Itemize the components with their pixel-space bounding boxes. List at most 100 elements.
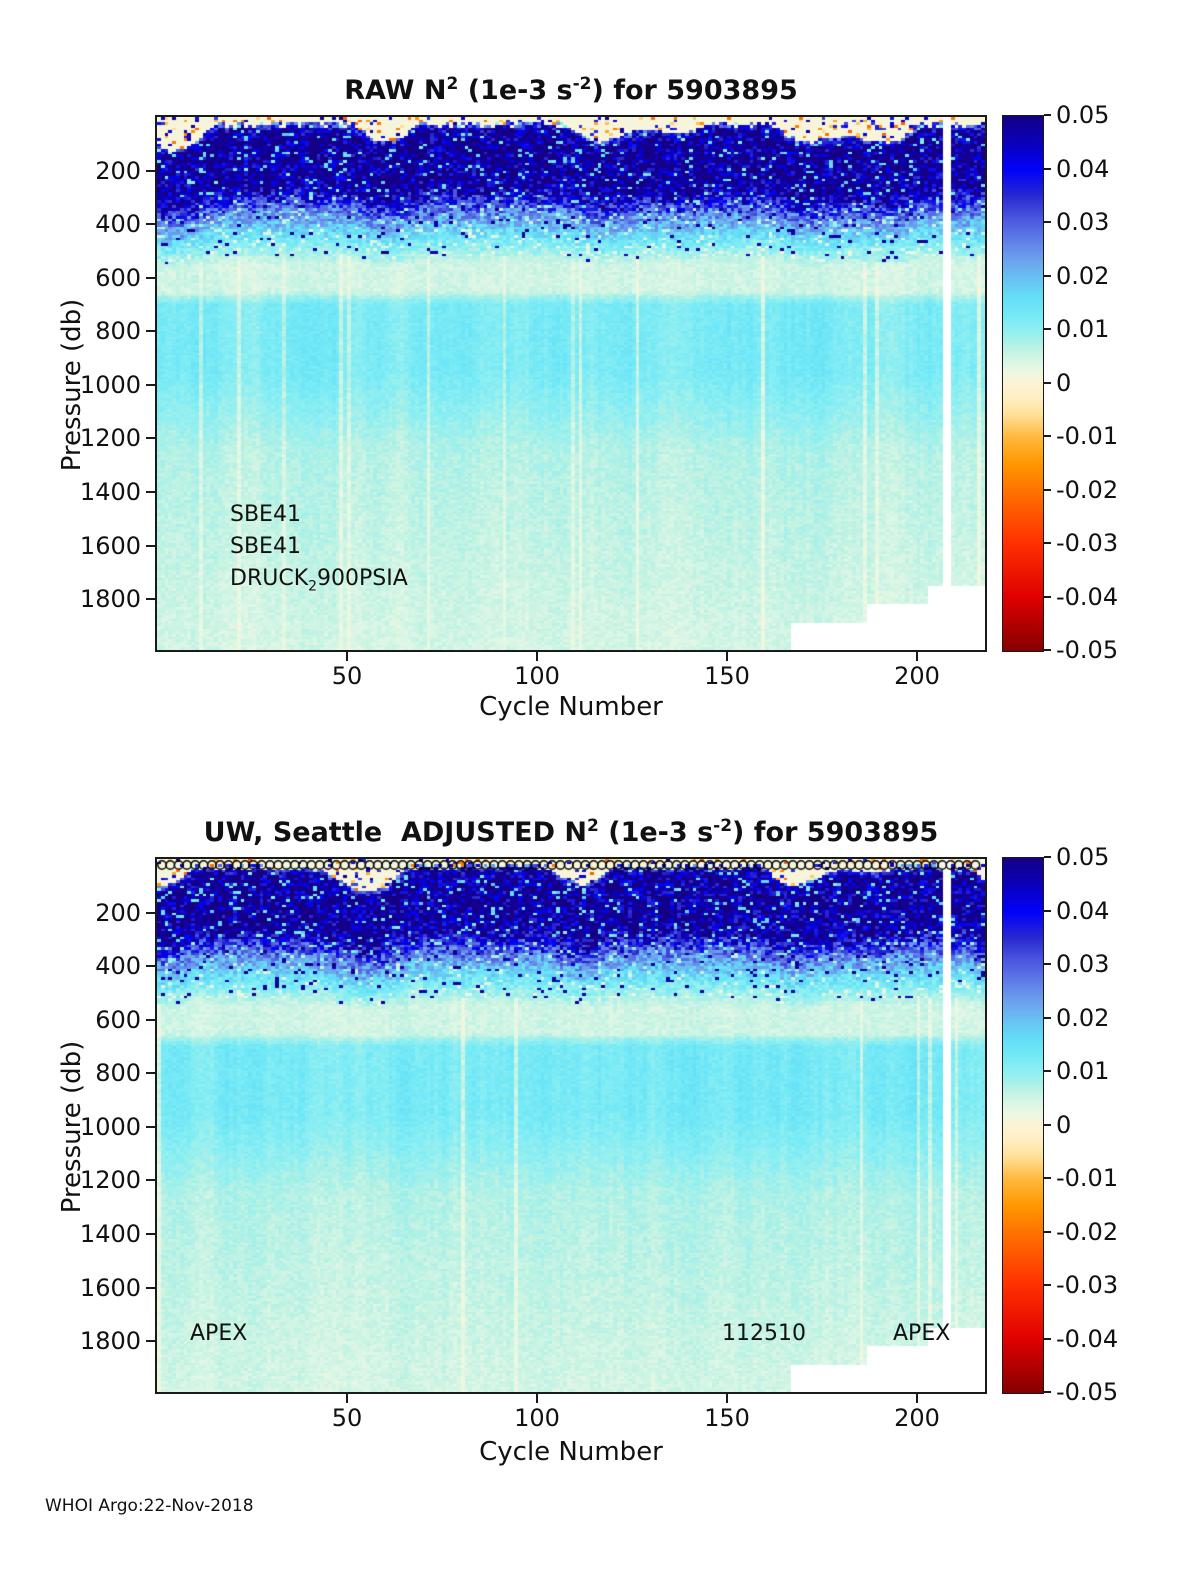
colorbar-tick-label: -0.02	[1056, 476, 1119, 504]
plot-area-raw: SBE41 SBE41 DRUCK2900PSIA	[155, 115, 987, 652]
x-tick-mark	[346, 652, 348, 661]
title-exponent: 2	[446, 74, 459, 94]
colorbar-tick-label: 0.02	[1056, 1004, 1110, 1032]
colorbar-tick-label: -0.01	[1056, 1164, 1119, 1192]
colorbar-tick-mark	[1044, 275, 1051, 277]
x-tick-mark	[916, 652, 918, 661]
x-tick-mark	[726, 652, 728, 661]
y-tick-mark	[146, 1019, 155, 1021]
colorbar-tick-label: 0.03	[1056, 950, 1110, 978]
title-text: (1e-3 s	[458, 75, 573, 106]
y-tick-label: 1800	[79, 585, 141, 613]
title-text: ) for 5903895	[591, 75, 798, 106]
sensor-annotation-line: SBE41	[230, 502, 301, 527]
colorbar-tick-label: 0.05	[1056, 101, 1110, 129]
y-tick-label: 1600	[79, 532, 141, 560]
colorbar-tick-mark	[1044, 1338, 1051, 1340]
y-tick-mark	[146, 384, 155, 386]
sensor-annotation-block: SBE41 SBE41 DRUCK2900PSIA	[230, 499, 408, 602]
colorbar-tick-mark	[1044, 382, 1051, 384]
colorbar-tick-mark	[1044, 1070, 1051, 1072]
chart-title-adjusted: UW, Seattle ADJUSTED N2 (1e-3 s-2) for 5…	[155, 816, 987, 848]
plot-area-adjusted: APEX 112510 APEX	[155, 857, 987, 1394]
title-exponent: -2	[572, 74, 592, 94]
colorbar-tick-label: 0	[1056, 369, 1072, 397]
colorbar-tick-mark	[1044, 168, 1051, 170]
y-tick-mark	[146, 330, 155, 332]
y-tick-mark	[146, 1340, 155, 1342]
colorbar-raw	[1002, 115, 1044, 652]
x-axis-label-raw: Cycle Number	[479, 692, 663, 722]
x-axis-label-adjusted: Cycle Number	[479, 1437, 663, 1467]
title-text: ) for 5903895	[732, 817, 939, 848]
y-tick-mark	[146, 223, 155, 225]
float-serial-annotation: 112510	[722, 1321, 806, 1346]
x-tick-label: 150	[704, 662, 750, 690]
y-tick-mark	[146, 170, 155, 172]
colorbar-tick-mark	[1044, 649, 1051, 651]
y-tick-label: 200	[95, 157, 141, 185]
x-tick-label: 200	[894, 662, 940, 690]
druck-subscript: 2	[308, 578, 318, 595]
colorbar-tick-label: -0.03	[1056, 529, 1119, 557]
colorbar-tick-label: 0.04	[1056, 897, 1110, 925]
colorbar-tick-mark	[1044, 1231, 1051, 1233]
y-tick-mark	[146, 598, 155, 600]
y-tick-label: 1800	[79, 1327, 141, 1355]
colorbar-tick-label: -0.05	[1056, 636, 1119, 664]
druck-text: DRUCK	[230, 566, 309, 591]
float-type-annotation-right: APEX	[893, 1321, 951, 1346]
y-tick-mark	[146, 545, 155, 547]
x-tick-mark	[536, 652, 538, 661]
colorbar-tick-mark	[1044, 435, 1051, 437]
y-tick-label: 1400	[79, 1220, 141, 1248]
colorbar-tick-mark	[1044, 910, 1051, 912]
y-tick-label: 800	[95, 1059, 141, 1087]
colorbar-tick-label: 0.05	[1056, 843, 1110, 871]
colorbar-tick-mark	[1044, 489, 1051, 491]
y-tick-mark	[146, 965, 155, 967]
colorbar-tick-mark	[1044, 856, 1051, 858]
y-tick-mark	[146, 912, 155, 914]
float-type-annotation-left: APEX	[190, 1321, 248, 1346]
colorbar-tick-label: 0.04	[1056, 155, 1110, 183]
x-tick-mark	[916, 1394, 918, 1403]
x-tick-label: 150	[704, 1404, 750, 1432]
title-text: UW, Seattle ADJUSTED N	[203, 817, 587, 848]
y-tick-mark	[146, 437, 155, 439]
x-tick-mark	[346, 1394, 348, 1403]
x-tick-label: 50	[331, 662, 363, 690]
colorbar-tick-mark	[1044, 1124, 1051, 1126]
x-tick-label: 50	[331, 1404, 363, 1432]
title-exponent: -2	[713, 816, 733, 836]
colorbar-tick-mark	[1044, 596, 1051, 598]
y-tick-label: 600	[95, 264, 141, 292]
x-tick-mark	[726, 1394, 728, 1403]
y-tick-mark	[146, 1179, 155, 1181]
colorbar-tick-label: -0.03	[1056, 1271, 1119, 1299]
y-tick-mark	[146, 1233, 155, 1235]
colorbar-tick-label: -0.02	[1056, 1218, 1119, 1246]
colorbar-tick-mark	[1044, 1177, 1051, 1179]
y-tick-label: 1400	[79, 478, 141, 506]
y-tick-label: 1200	[79, 1166, 141, 1194]
y-tick-label: 200	[95, 899, 141, 927]
y-tick-mark	[146, 1126, 155, 1128]
y-tick-mark	[146, 491, 155, 493]
colorbar-tick-mark	[1044, 1017, 1051, 1019]
x-tick-label: 200	[894, 1404, 940, 1432]
colorbar-tick-mark	[1044, 114, 1051, 116]
x-tick-mark	[536, 1394, 538, 1403]
colorbar-tick-label: -0.04	[1056, 583, 1119, 611]
colorbar-tick-mark	[1044, 328, 1051, 330]
colorbar-tick-label: -0.04	[1056, 1325, 1119, 1353]
y-tick-label: 1600	[79, 1274, 141, 1302]
title-text: (1e-3 s	[598, 817, 714, 848]
colorbar-adjusted	[1002, 857, 1044, 1394]
y-tick-mark	[146, 1072, 155, 1074]
sensor-annotation-line: SBE41	[230, 534, 301, 559]
colorbar-tick-label: -0.01	[1056, 422, 1119, 450]
colorbar-tick-label: 0.03	[1056, 208, 1110, 236]
y-tick-label: 1200	[79, 424, 141, 452]
